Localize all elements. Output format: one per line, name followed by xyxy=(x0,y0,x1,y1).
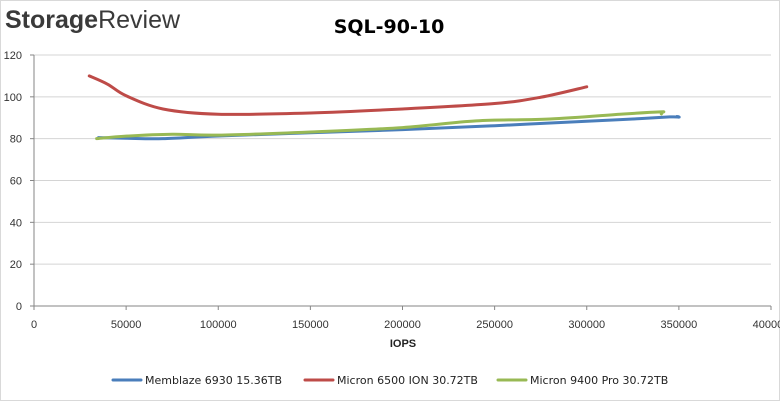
x-tick-label-200000: 200000 xyxy=(384,319,421,331)
brand-logo-storage: Storage xyxy=(5,6,98,34)
y-tick-label-0: 0 xyxy=(16,301,22,313)
brand-logo: StorageReview xyxy=(5,6,181,34)
series-line-1 xyxy=(96,115,681,141)
y-tick-label-80: 80 xyxy=(10,134,22,146)
series-line-2 xyxy=(87,74,589,116)
legend-label-1: Memblaze 6930 15.36TB xyxy=(145,374,282,387)
brand-logo-review: Review xyxy=(98,6,181,34)
x-tick-label-100000: 100000 xyxy=(200,319,237,331)
chart-title: SQL-90-10 xyxy=(334,16,445,38)
legend-label-3: Micron 9400 Pro 30.72TB xyxy=(530,374,668,387)
x-tick-label-0: 0 xyxy=(31,319,37,331)
x-tick-label-300000: 300000 xyxy=(568,319,605,331)
y-tick-label-40: 40 xyxy=(10,217,22,229)
y-tick-label-20: 20 xyxy=(10,259,22,271)
x-tick-label-250000: 250000 xyxy=(476,319,513,331)
x-tick-label-50000: 50000 xyxy=(111,319,142,331)
x-tick-label-150000: 150000 xyxy=(292,319,329,331)
x-tick-label-350000: 350000 xyxy=(661,319,698,331)
y-tick-label-120: 120 xyxy=(4,50,22,62)
x-axis-label: IOPS xyxy=(390,338,416,350)
legend-label-2: Micron 6500 ION 30.72TB xyxy=(337,374,478,387)
y-tick-label-60: 60 xyxy=(10,176,22,188)
series-line-3 xyxy=(95,110,666,141)
y-tick-label-100: 100 xyxy=(4,92,22,104)
x-tick-label-400000: 400000 xyxy=(753,319,780,331)
